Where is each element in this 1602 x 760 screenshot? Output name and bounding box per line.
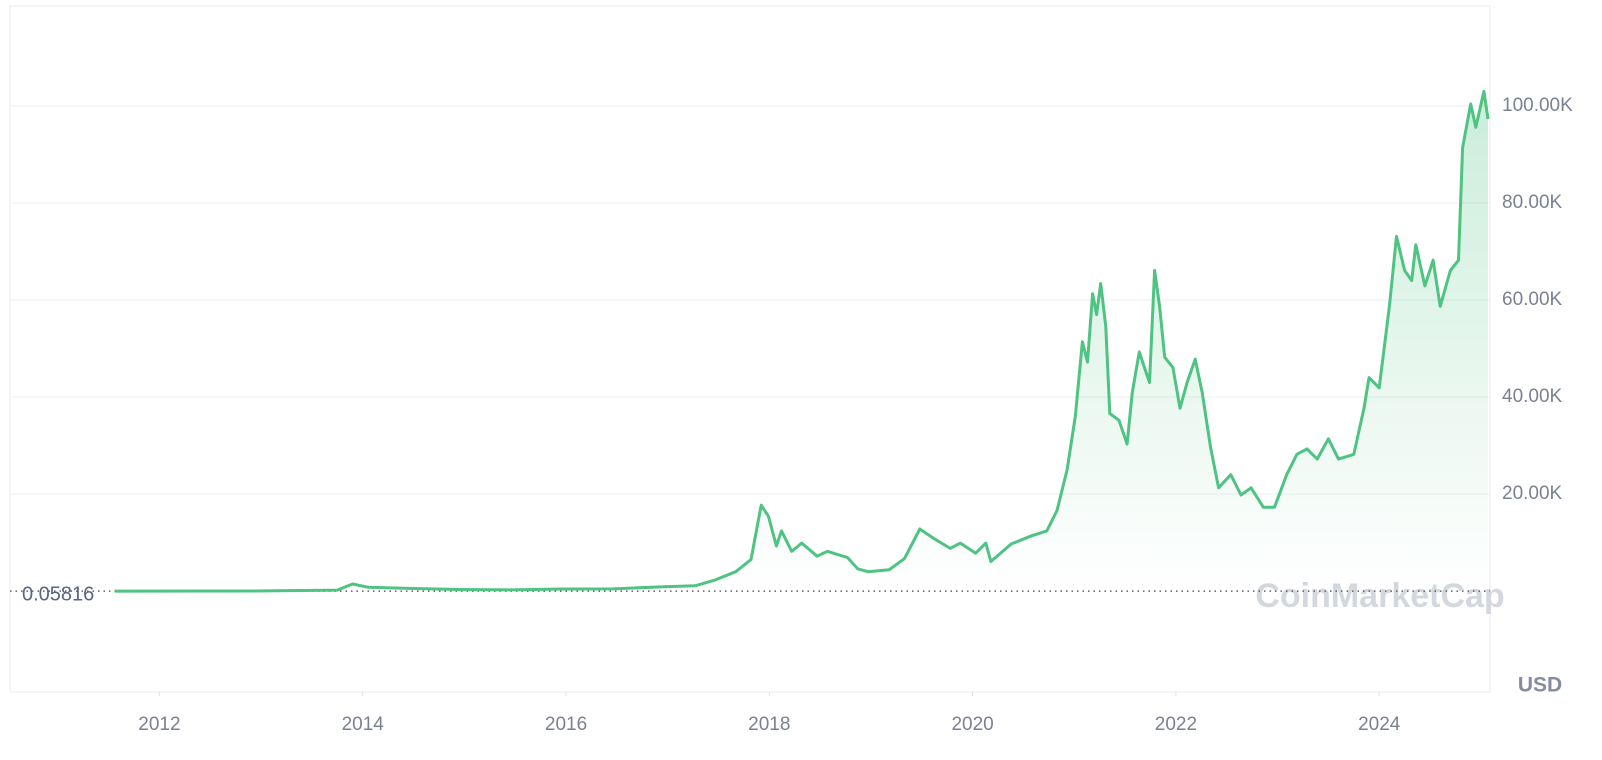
price-line	[114, 89, 1490, 593]
x-tick-label: 2018	[748, 714, 790, 735]
x-tick-label: 2016	[545, 714, 587, 735]
y-tick-label: 100.00K	[1502, 95, 1573, 116]
price-area	[114, 91, 1489, 592]
y-unit: USD	[1518, 674, 1562, 697]
y-tick-label: 40.00K	[1502, 386, 1563, 407]
y-tick-label: 80.00K	[1502, 192, 1563, 213]
reference-label: 0.05816	[22, 583, 94, 605]
y-tick-label: 20.00K	[1502, 483, 1563, 504]
x-tick-label: 2014	[342, 714, 385, 735]
x-tick-label: 2020	[951, 714, 993, 735]
x-tick-label: 2022	[1155, 714, 1197, 735]
x-tick-label: 2024	[1358, 714, 1401, 735]
plot-frame	[9, 5, 1491, 693]
x-tick-label: 2012	[138, 714, 180, 735]
y-tick-label: 60.00K	[1502, 289, 1563, 310]
